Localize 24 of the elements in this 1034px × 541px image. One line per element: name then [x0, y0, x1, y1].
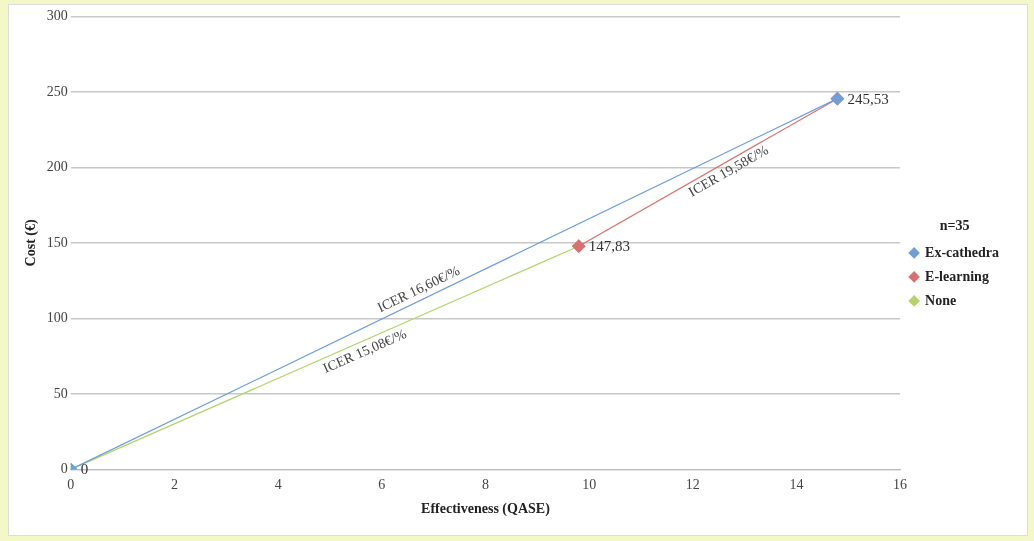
x-tick-label: 8 — [481, 477, 489, 493]
x-tick-label: 6 — [378, 477, 386, 493]
y-tick-label: 200 — [46, 159, 68, 175]
y-tick-label: 300 — [46, 8, 68, 24]
x-tick-label: 14 — [789, 477, 804, 493]
x-tick-label: 16 — [893, 477, 908, 493]
x-tick-label: 12 — [685, 477, 700, 493]
y-tick-label: 50 — [53, 385, 68, 401]
x-axis-title: Effectiveness (QASE) — [421, 501, 551, 518]
y-tick-label: 0 — [60, 461, 68, 477]
legend-title: n=35 — [939, 217, 970, 233]
legend-label: None — [925, 292, 957, 308]
x-tick-label: 4 — [274, 477, 282, 493]
y-tick-label: 100 — [46, 310, 68, 326]
y-tick-label: 250 — [46, 83, 68, 99]
y-tick-label: 150 — [46, 234, 68, 250]
data-label: 245,53 — [847, 90, 889, 107]
x-tick-label: 2 — [170, 477, 178, 493]
y-axis-title: Cost (€) — [23, 219, 40, 267]
legend-label: Ex-cathedra — [925, 244, 1000, 260]
data-label: 147,83 — [588, 238, 631, 255]
data-label: 0 — [80, 461, 89, 478]
x-tick-label: 10 — [582, 477, 597, 493]
legend-label: E-learning — [925, 268, 989, 284]
